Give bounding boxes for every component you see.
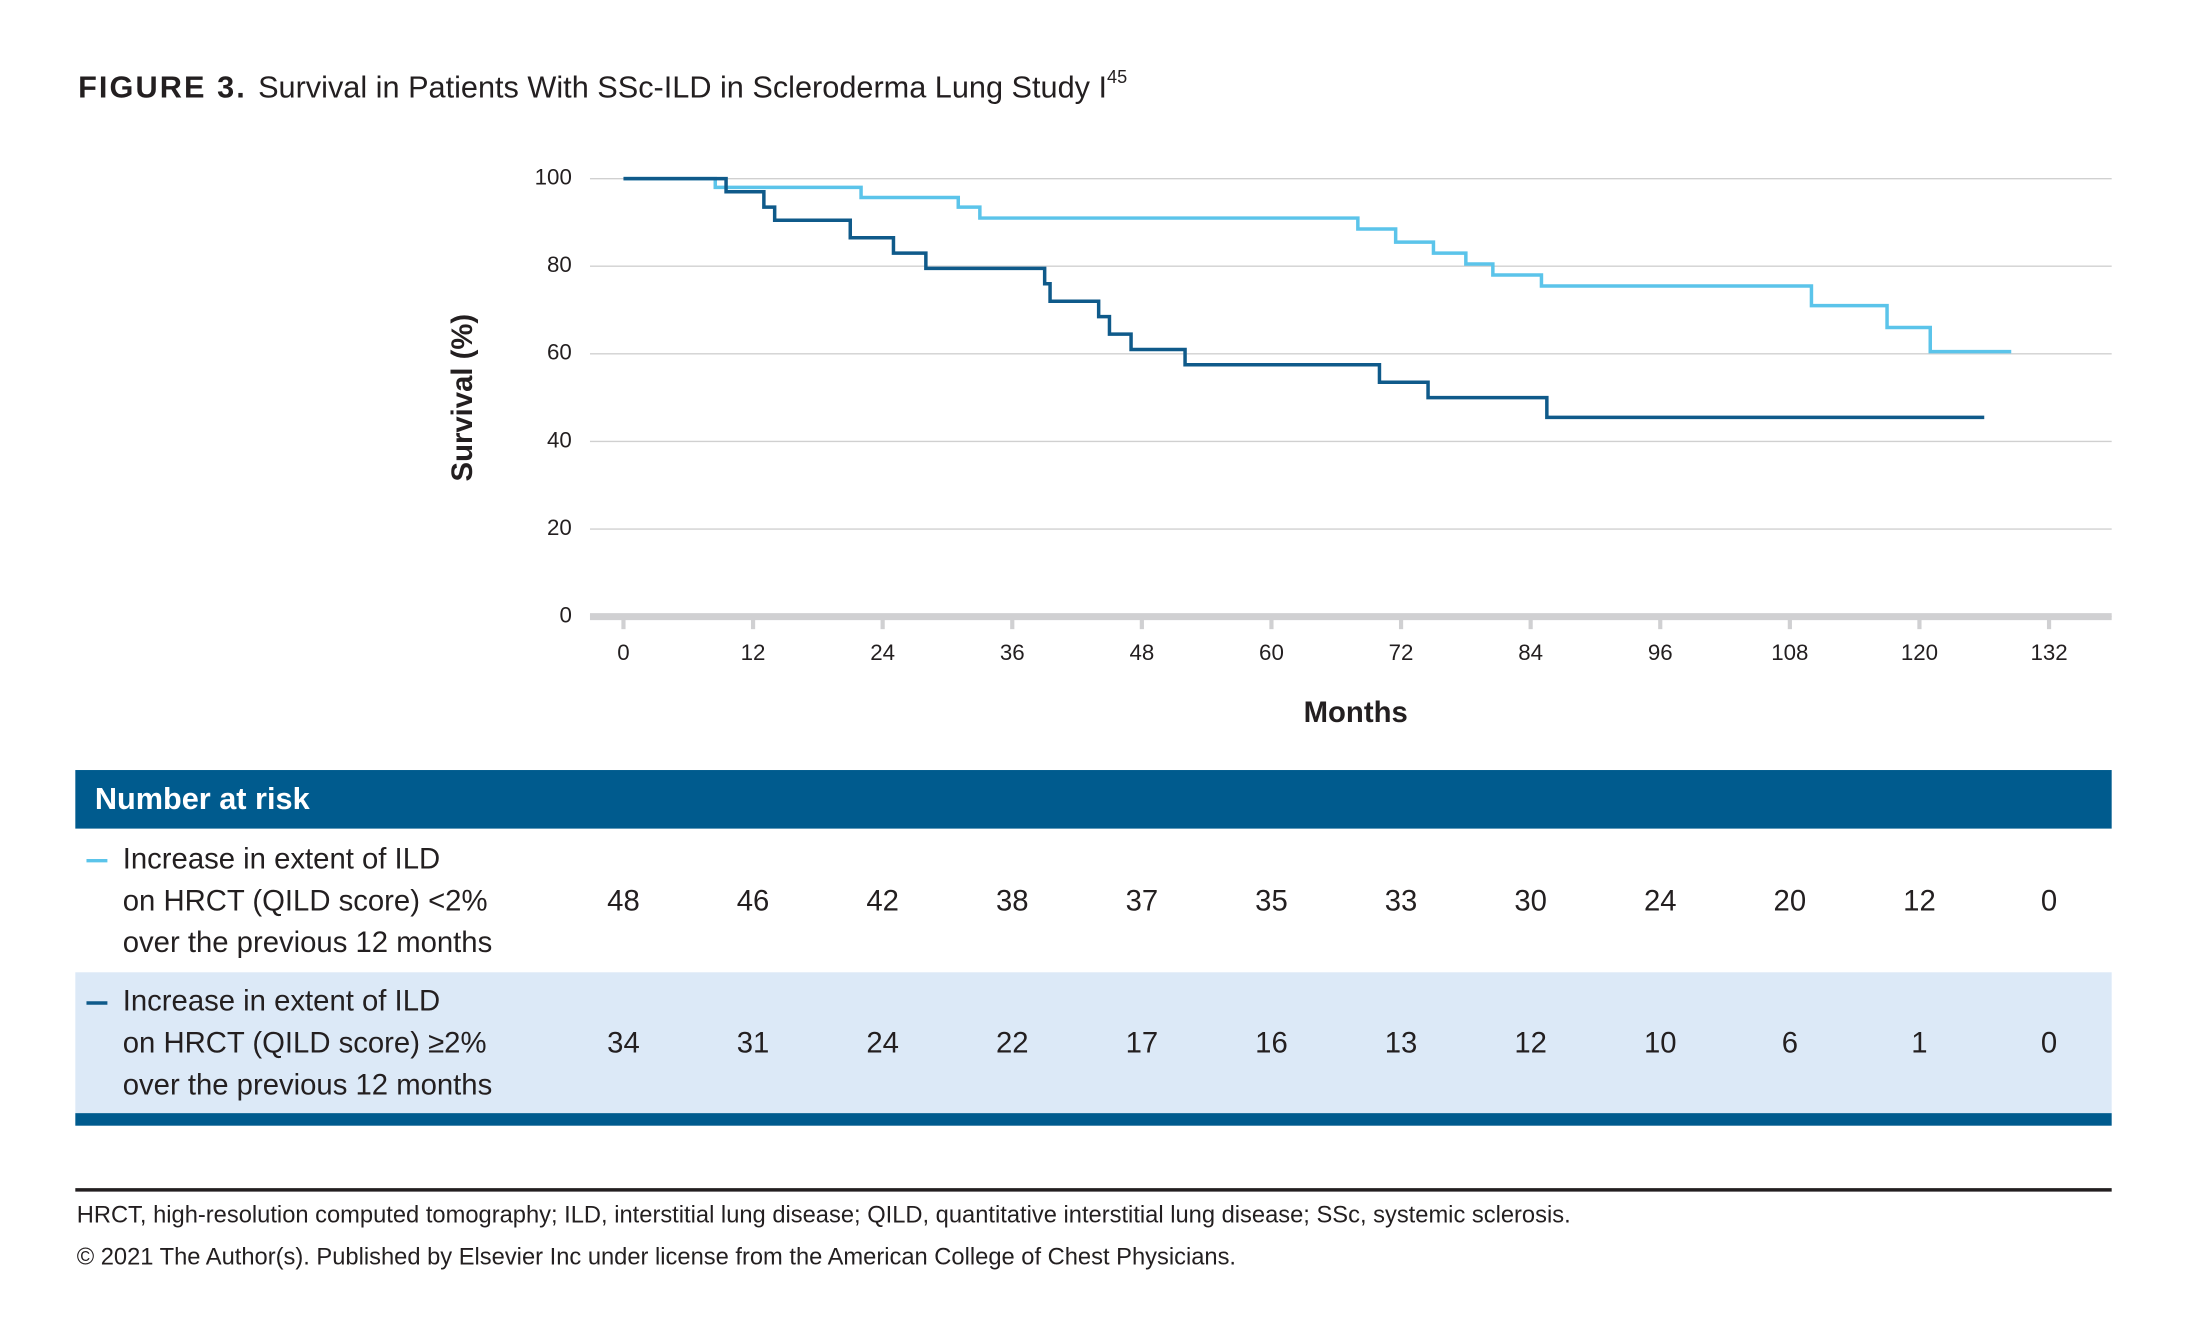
at-risk-count: 24 — [1644, 884, 1677, 917]
y-tick-label: 40 — [547, 427, 572, 452]
x-tick-label: 96 — [1648, 640, 1673, 665]
footnote: © 2021 The Author(s). Published by Elsev… — [77, 1244, 1236, 1270]
x-tick-label: 84 — [1518, 640, 1543, 665]
at-risk-count: 10 — [1644, 1027, 1677, 1060]
at-risk-count: 20 — [1774, 884, 1807, 917]
survival-line — [623, 176, 2012, 354]
at-risk-count: 12 — [1514, 1027, 1547, 1060]
at-risk-count: 46 — [737, 884, 770, 917]
at-risk-count: 35 — [1255, 884, 1288, 917]
y-tick-label: 0 — [559, 602, 571, 627]
table-title: Number at risk — [95, 781, 311, 816]
table-row-bg — [75, 972, 2112, 1114]
title: Survival in Patients With SSc-ILD in Scl… — [258, 69, 1107, 104]
x-tick-label: 0 — [617, 640, 629, 665]
title-superscript: 45 — [1107, 67, 1127, 87]
legend-label: over the previous 12 months — [123, 926, 492, 959]
x-tick-label: 24 — [870, 640, 895, 665]
footnote: HRCT, high-resolution computed tomograph… — [77, 1203, 1571, 1229]
legend-label: on HRCT (QILD score) ≥2% — [123, 1027, 487, 1060]
at-risk-count: 22 — [996, 1027, 1029, 1060]
legend-label: on HRCT (QILD score) <2% — [123, 884, 488, 917]
x-tick-label: 12 — [741, 640, 766, 665]
y-tick-label: 60 — [547, 340, 572, 365]
at-risk-count: 24 — [866, 1027, 899, 1060]
chart-title: FIGURE 3. Survival in Patients With SSc-I… — [78, 67, 1127, 104]
x-axis-label: Months — [1304, 696, 1408, 729]
x-tick-label: 60 — [1259, 640, 1284, 665]
y-tick-label: 100 — [535, 165, 572, 190]
x-tick-label: 108 — [1771, 640, 1808, 665]
figure-label: FIGURE 3. — [78, 69, 247, 104]
x-tick-label: 72 — [1389, 640, 1414, 665]
at-risk-count: 33 — [1385, 884, 1418, 917]
at-risk-count: 16 — [1255, 1027, 1288, 1060]
at-risk-count: 6 — [1782, 1027, 1798, 1060]
x-tick-label: 48 — [1129, 640, 1154, 665]
survival-line — [623, 176, 1985, 420]
x-tick-label: 132 — [2030, 640, 2067, 665]
at-risk-count: 37 — [1126, 884, 1159, 917]
at-risk-count: 1 — [1911, 1027, 1927, 1060]
at-risk-count: 42 — [866, 884, 899, 917]
y-tick-label: 20 — [547, 515, 572, 540]
legend-label: over the previous 12 months — [123, 1068, 492, 1101]
at-risk-count: 34 — [607, 1027, 640, 1060]
x-tick-label: 120 — [1901, 640, 1938, 665]
at-risk-count: 31 — [737, 1027, 770, 1060]
x-tick-label: 36 — [1000, 640, 1025, 665]
at-risk-count: 30 — [1514, 884, 1547, 917]
legend-label: Increase in extent of ILD — [123, 842, 440, 875]
at-risk-count: 12 — [1903, 884, 1936, 917]
at-risk-count: 0 — [2041, 884, 2057, 917]
legend-label: Increase in extent of ILD — [123, 985, 440, 1018]
table-header — [75, 770, 2112, 829]
at-risk-count: 17 — [1126, 1027, 1159, 1060]
at-risk-count: 0 — [2041, 1027, 2057, 1060]
y-axis-label: Survival (%) — [446, 314, 479, 482]
at-risk-count: 48 — [607, 884, 640, 917]
table-bottom — [75, 1113, 2112, 1126]
at-risk-count: 38 — [996, 884, 1029, 917]
at-risk-count: 13 — [1385, 1027, 1418, 1060]
y-tick-label: 80 — [547, 252, 572, 277]
